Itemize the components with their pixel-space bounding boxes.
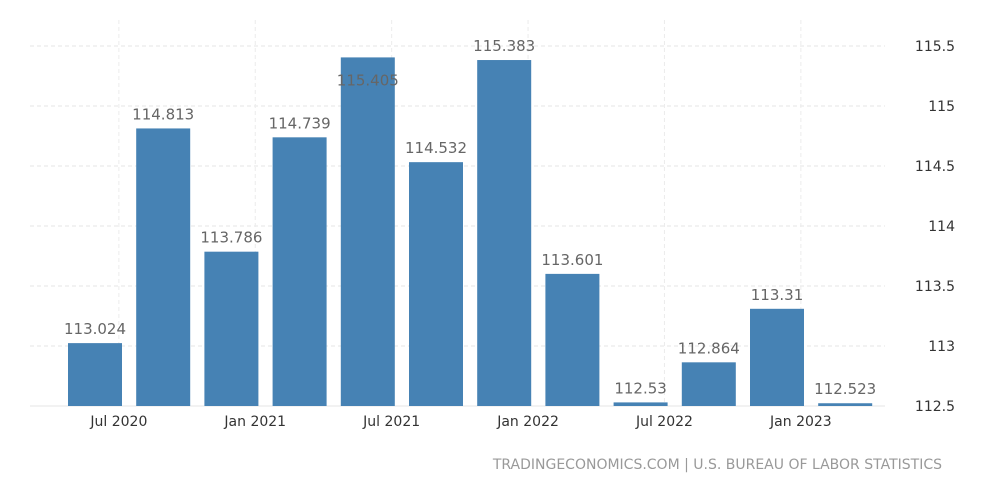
data-label: 114.739 xyxy=(269,114,331,132)
data-label: 113.31 xyxy=(751,286,804,304)
y-tick-label: 113 xyxy=(928,339,955,355)
bar xyxy=(272,137,327,406)
x-tick-label: Jul 2022 xyxy=(635,414,693,430)
data-label: 114.532 xyxy=(405,139,467,157)
bar xyxy=(68,343,122,406)
x-axis: Jul 2020 Jan 2021 Jul 2021 Jan 2022 Jul 2022… xyxy=(89,414,831,430)
y-tick-label: 113.5 xyxy=(915,279,955,295)
source-credit: TRADINGECONOMICS.COM | U.S. BUREAU OF LA… xyxy=(492,457,942,473)
bars xyxy=(68,57,873,407)
bar xyxy=(818,403,873,406)
bar xyxy=(681,362,736,406)
y-tick-label: 114.5 xyxy=(915,159,955,175)
bar xyxy=(545,273,600,406)
x-tick-label: Jan 2021 xyxy=(223,414,286,430)
data-label: 113.601 xyxy=(541,251,603,269)
bar xyxy=(340,57,395,407)
x-tick-label: Jul 2020 xyxy=(89,414,147,430)
bar xyxy=(750,308,804,406)
bar xyxy=(613,402,668,406)
data-label: 114.813 xyxy=(132,105,194,123)
data-label: 112.523 xyxy=(814,380,876,398)
data-labels: 113.024 114.813 113.786 114.739 115.405 114.5… xyxy=(64,37,876,398)
bar xyxy=(204,251,259,406)
data-label: 112.864 xyxy=(678,339,740,357)
x-tick-label: Jan 2023 xyxy=(769,414,832,430)
y-tick-label: 115.5 xyxy=(915,39,955,55)
data-label: 115.383 xyxy=(473,37,535,55)
y-tick-label: 112.5 xyxy=(915,399,955,415)
x-tick-label: Jul 2021 xyxy=(362,414,420,430)
bar xyxy=(477,60,532,406)
bar xyxy=(136,128,191,406)
data-label: 113.024 xyxy=(64,320,126,338)
y-tick-label: 114 xyxy=(928,219,955,235)
data-label: 112.53 xyxy=(614,379,667,397)
y-axis: 112.5 113 113.5 114 114.5 115 115.5 xyxy=(915,39,955,415)
data-label: 113.786 xyxy=(200,229,262,247)
y-tick-label: 115 xyxy=(928,99,955,115)
data-label: 115.405 xyxy=(337,71,399,89)
x-tick-label: Jan 2022 xyxy=(496,414,559,430)
bar xyxy=(409,162,463,406)
